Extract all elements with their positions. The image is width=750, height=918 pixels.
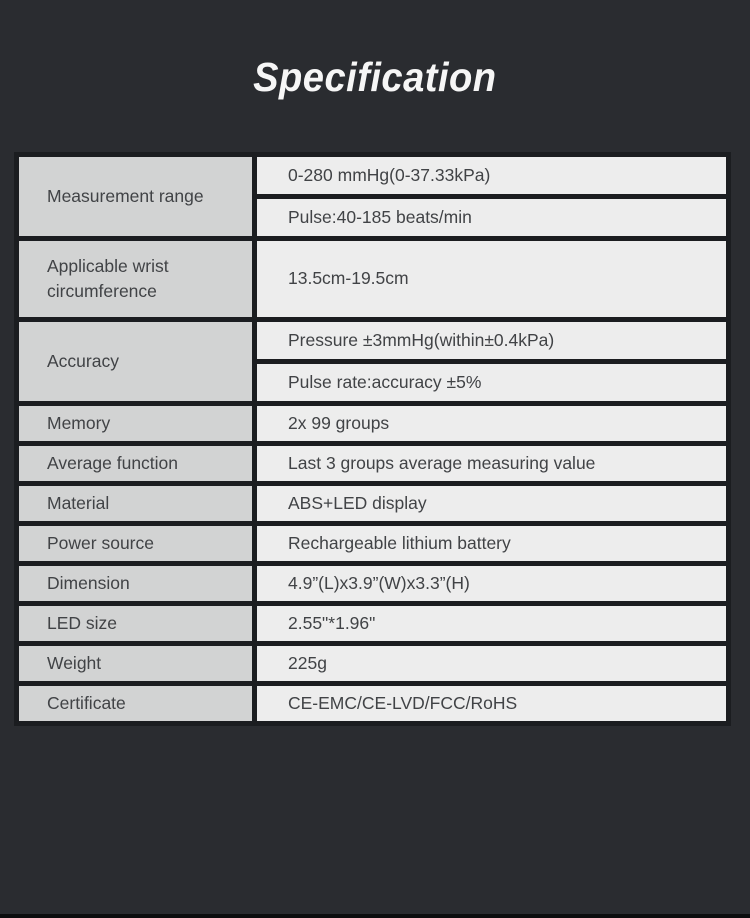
spec-label-memory: Memory	[14, 401, 257, 446]
spec-value-accuracy-2: Pulse rate:accuracy ±5%	[252, 359, 731, 406]
spec-label-weight: Weight	[14, 641, 257, 686]
spec-label-average-function: Average function	[14, 441, 257, 486]
spec-label-certificate: Certificate	[14, 681, 257, 726]
table-row: Measurement range 0-280 mmHg(0-37.33kPa)	[14, 152, 731, 241]
spec-label-accuracy: Accuracy	[14, 317, 257, 406]
table-row: Power source Rechargeable lithium batter…	[14, 521, 731, 566]
table-row: Dimension 4.9”(L)x3.9”(W)x3.3”(H)	[14, 561, 731, 606]
page-title-text: Specification	[253, 54, 497, 100]
spec-value-accuracy-1: Pressure ±3mmHg(within±0.4kPa)	[252, 317, 731, 364]
table-row: Pulse rate:accuracy ±5%	[17, 359, 731, 406]
table-row: Pulse:40-185 beats/min	[17, 194, 731, 241]
spec-value-material: ABS+LED display	[252, 481, 731, 526]
page-title: Specification	[0, 54, 750, 101]
table-row: Accuracy Pressure ±3mmHg(within±0.4kPa)	[14, 317, 731, 406]
table-row: Applicable wrist circumference 13.5cm-19…	[14, 236, 731, 322]
table-row: Certificate CE-EMC/CE-LVD/FCC/RoHS	[14, 681, 731, 726]
spec-value-memory: 2x 99 groups	[252, 401, 731, 446]
spec-label-measurement-range: Measurement range	[14, 152, 257, 241]
table-row: LED size 2.55"*1.96"	[14, 601, 731, 646]
spec-value-led-size: 2.55"*1.96"	[252, 601, 731, 646]
spec-value-average-function: Last 3 groups average measuring value	[252, 441, 731, 486]
table-row: Average function Last 3 groups average m…	[14, 441, 731, 486]
bottom-edge-strip	[0, 914, 750, 918]
specification-table: Measurement range 0-280 mmHg(0-37.33kPa)…	[14, 152, 731, 726]
spec-value-dimension: 4.9”(L)x3.9”(W)x3.3”(H)	[252, 561, 731, 606]
spec-value-weight: 225g	[252, 641, 731, 686]
spec-label-wrist-circumference: Applicable wrist circumference	[14, 236, 257, 322]
spec-label-power-source: Power source	[14, 521, 257, 566]
spec-value-power-source: Rechargeable lithium battery	[252, 521, 731, 566]
table-row: Material ABS+LED display	[14, 481, 731, 526]
table-row: Memory 2x 99 groups	[14, 401, 731, 446]
spec-value-certificate: CE-EMC/CE-LVD/FCC/RoHS	[252, 681, 731, 726]
spec-label-dimension: Dimension	[14, 561, 257, 606]
spec-label-material: Material	[14, 481, 257, 526]
spec-value-measurement-range-2: Pulse:40-185 beats/min	[252, 194, 731, 241]
spec-value-measurement-range-1: 0-280 mmHg(0-37.33kPa)	[252, 152, 731, 199]
spec-value-wrist-circumference: 13.5cm-19.5cm	[252, 236, 731, 322]
spec-label-led-size: LED size	[14, 601, 257, 646]
table-row: Weight 225g	[14, 641, 731, 686]
